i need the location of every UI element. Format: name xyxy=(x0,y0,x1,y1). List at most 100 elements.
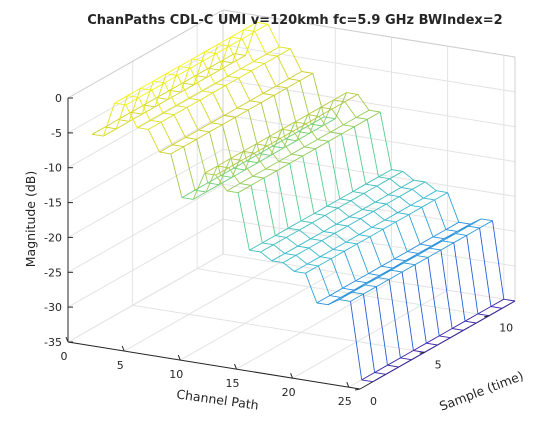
z-tick-label: -30 xyxy=(44,301,62,314)
mesh-line xyxy=(248,103,261,110)
mesh-line xyxy=(198,123,211,130)
grid-line xyxy=(68,149,223,237)
mesh-line xyxy=(320,257,331,259)
mesh-line xyxy=(386,367,399,374)
mesh-line xyxy=(452,321,465,328)
mesh-line xyxy=(433,237,444,239)
mesh-line xyxy=(160,145,173,152)
mesh-line xyxy=(388,365,399,367)
mesh-line xyxy=(380,112,391,170)
mesh-line xyxy=(333,249,344,251)
mesh-line xyxy=(381,259,394,266)
mesh-line xyxy=(161,115,174,122)
mesh-line xyxy=(502,301,515,308)
mesh-line xyxy=(467,228,480,235)
mesh-line xyxy=(215,84,226,86)
mesh-line xyxy=(213,93,224,116)
z-axis-label: Magnitude (dB) xyxy=(23,171,38,267)
z-tick-label: -15 xyxy=(44,197,62,210)
mesh-line xyxy=(202,91,213,93)
mesh-line xyxy=(366,184,377,186)
mesh-line xyxy=(414,180,425,182)
mesh-line xyxy=(266,169,277,171)
mesh-line xyxy=(349,210,362,217)
mesh-line xyxy=(314,206,327,213)
mesh-line xyxy=(481,219,492,221)
mesh-line xyxy=(298,246,309,248)
mesh-line xyxy=(328,300,339,305)
mesh-line xyxy=(208,68,219,70)
mesh-line xyxy=(409,215,420,245)
grid-line xyxy=(223,219,515,266)
mesh-line xyxy=(478,307,491,314)
grid-line xyxy=(68,80,223,168)
mesh-line xyxy=(294,271,305,273)
mesh-line xyxy=(301,214,314,221)
mesh-line xyxy=(322,100,333,126)
mesh-line xyxy=(346,242,357,244)
mesh-line xyxy=(280,131,293,138)
z-tick-label: -20 xyxy=(44,231,62,244)
mesh-line xyxy=(266,162,279,169)
mesh-line xyxy=(285,254,296,256)
mesh-line xyxy=(245,144,256,170)
mesh-line xyxy=(286,230,299,237)
mesh-line xyxy=(148,129,159,152)
mesh-line xyxy=(399,360,412,367)
mesh-line xyxy=(468,226,479,228)
mesh-line xyxy=(239,78,250,101)
mesh-line xyxy=(343,288,354,290)
mesh-line xyxy=(476,316,489,323)
z-tick-label: -10 xyxy=(44,162,62,175)
mesh-line xyxy=(240,69,251,71)
mesh-line xyxy=(200,100,211,123)
mesh-line xyxy=(126,105,137,128)
mesh-line xyxy=(258,137,269,163)
mesh-line xyxy=(396,215,409,222)
mesh-line xyxy=(362,380,373,382)
mesh-line xyxy=(480,228,491,307)
mesh-line xyxy=(267,138,280,145)
mesh-line xyxy=(284,122,295,148)
mesh-line xyxy=(227,184,240,191)
mesh-line xyxy=(320,249,333,256)
mesh-line xyxy=(332,102,345,109)
mesh-line xyxy=(362,373,375,380)
mesh-line xyxy=(306,124,317,140)
mesh-line xyxy=(424,191,437,198)
mesh-line xyxy=(296,255,307,264)
mesh-surface xyxy=(92,22,515,381)
mesh-line xyxy=(292,147,305,154)
mesh-line xyxy=(253,169,266,176)
mesh-line xyxy=(92,127,105,134)
mesh-line xyxy=(354,127,365,185)
mesh-line xyxy=(394,252,407,259)
mesh-line xyxy=(459,222,470,224)
mesh-line xyxy=(399,197,410,206)
x-tick-label: 0 xyxy=(61,350,68,363)
mesh-line xyxy=(353,184,366,191)
mesh-line xyxy=(374,211,385,220)
mesh-line xyxy=(211,116,224,123)
mesh-line xyxy=(361,211,374,218)
z-tick-label: -5 xyxy=(51,127,62,140)
x-tick-label: 25 xyxy=(338,395,352,408)
mesh-line xyxy=(343,125,354,127)
mesh-line xyxy=(187,100,200,107)
mesh-line xyxy=(426,343,437,345)
mesh-line xyxy=(197,139,208,183)
mesh-line xyxy=(389,279,400,358)
mesh-line xyxy=(357,244,368,274)
mesh-line xyxy=(293,131,304,147)
mesh-line xyxy=(312,215,325,222)
mesh-line xyxy=(386,197,399,204)
mesh-line xyxy=(150,113,163,120)
mesh-line xyxy=(383,229,394,259)
mesh-line xyxy=(226,85,237,108)
mesh-line xyxy=(172,138,185,145)
grid-line xyxy=(68,219,223,307)
y-tick xyxy=(355,389,360,390)
mesh-line xyxy=(317,303,328,305)
z-tick-label: -35 xyxy=(44,336,62,349)
mesh-line xyxy=(235,110,248,117)
